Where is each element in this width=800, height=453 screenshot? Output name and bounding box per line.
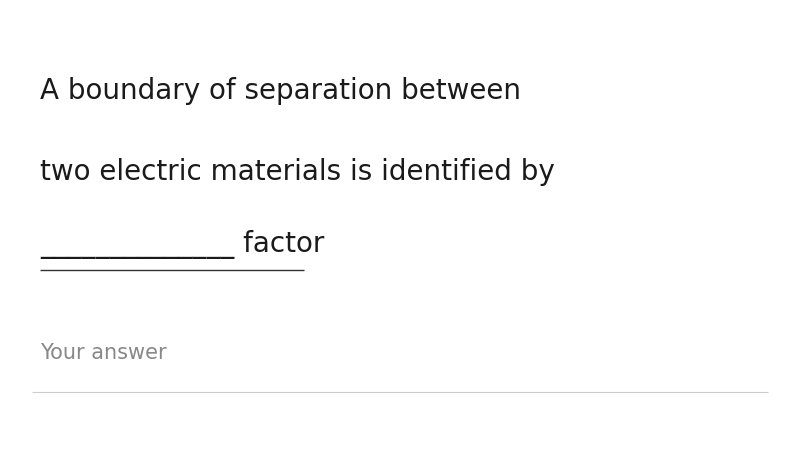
- Text: two electric materials is identified by: two electric materials is identified by: [40, 158, 554, 186]
- Text: A boundary of separation between: A boundary of separation between: [40, 77, 521, 105]
- Text: Your answer: Your answer: [40, 343, 166, 363]
- Text: ______________ factor: ______________ factor: [40, 230, 324, 259]
